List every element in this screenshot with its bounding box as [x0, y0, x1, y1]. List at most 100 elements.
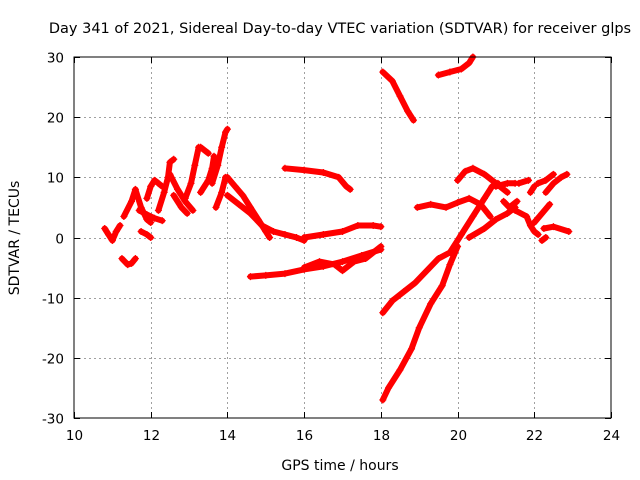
data-point: [120, 212, 128, 220]
data-point: [210, 152, 218, 160]
data-point: [454, 176, 462, 184]
data-point: [197, 188, 205, 196]
data-point: [197, 143, 205, 151]
x-tick-label: 10: [66, 428, 83, 444]
plot-frame: [73, 56, 612, 419]
series-line: [500, 198, 520, 211]
data-point: [513, 197, 521, 205]
data-point: [542, 188, 550, 196]
data-point: [124, 261, 132, 269]
data-point: [379, 309, 387, 317]
data-point: [377, 223, 385, 231]
data-point: [212, 203, 220, 211]
data-point: [335, 173, 343, 181]
x-tick-label: 20: [450, 428, 467, 444]
data-point: [409, 116, 417, 124]
data-point: [154, 206, 162, 214]
data-point: [469, 164, 477, 172]
data-point: [218, 188, 226, 196]
data-point: [480, 194, 488, 202]
series-arc-19: [300, 221, 385, 241]
data-point: [101, 224, 109, 232]
grid: [74, 57, 611, 418]
data-point: [137, 227, 145, 235]
data-point: [166, 170, 174, 178]
series-arc-30: [511, 206, 542, 238]
data-point: [542, 234, 550, 241]
data-point: [191, 161, 199, 169]
data-point: [530, 227, 538, 235]
data-point: [534, 230, 542, 238]
series-arc-07: [154, 155, 178, 214]
data-point: [319, 169, 327, 177]
data-point: [434, 71, 442, 79]
x-axis-label: GPS time / hours: [281, 458, 398, 474]
y-tick-label: -20: [42, 352, 64, 368]
series-arc-29: [500, 197, 521, 211]
data-point: [266, 234, 274, 241]
data-point: [526, 188, 534, 196]
data-point: [223, 125, 231, 133]
data-point: [385, 384, 393, 392]
data-point: [174, 185, 182, 193]
series-arc-24: [413, 194, 494, 220]
data-point: [214, 161, 222, 169]
series-arc-03: [120, 185, 155, 226]
data-point: [557, 173, 565, 181]
series-arc-34: [534, 170, 557, 187]
data-point: [465, 234, 473, 241]
data-point: [189, 206, 197, 214]
data-point: [415, 324, 423, 332]
data-point: [538, 209, 546, 217]
series-line: [379, 243, 461, 403]
data-point: [446, 68, 454, 76]
y-tick-label: 30: [47, 51, 64, 67]
series-arc-18: [281, 164, 354, 193]
data-point: [143, 194, 151, 202]
data-point: [388, 77, 396, 85]
data-point: [404, 107, 412, 115]
series-line: [282, 165, 354, 193]
data-point: [526, 221, 534, 229]
data-point: [465, 59, 473, 67]
data-point: [411, 279, 419, 287]
series-arc-06: [143, 176, 166, 202]
data-point: [147, 234, 155, 241]
data-point: [154, 179, 162, 187]
data-point: [549, 179, 557, 187]
series-arc-37: [538, 234, 550, 245]
data-point: [563, 170, 571, 178]
data-point: [331, 261, 339, 269]
y-axis-label: SDTVAR / TECUs: [7, 181, 23, 296]
series-arc-35: [542, 170, 571, 196]
data-point: [208, 179, 216, 187]
data-point: [480, 170, 488, 178]
data-point: [246, 273, 254, 281]
data-point: [492, 182, 500, 190]
data-point: [160, 188, 168, 196]
data-point: [396, 366, 404, 374]
series-arc-22: [379, 179, 502, 317]
data-point: [300, 264, 308, 272]
data-point: [388, 297, 396, 305]
series-arc-26: [454, 164, 511, 196]
data-point: [534, 179, 542, 187]
series-arc-23: [379, 243, 462, 404]
series-line: [166, 171, 196, 214]
data-point: [281, 230, 289, 238]
data-point: [262, 271, 270, 279]
series-arc-05: [137, 227, 155, 241]
data-point: [105, 230, 113, 238]
data-point: [147, 182, 155, 190]
data-point: [427, 300, 435, 308]
data-point: [339, 267, 346, 275]
x-axis-ticks: 10 12 14 16 18 20 22 24: [66, 57, 620, 444]
series-line: [197, 144, 212, 157]
data-point: [235, 200, 243, 208]
data-point: [480, 224, 488, 232]
data-point: [143, 230, 151, 238]
y-tick-label: 10: [47, 171, 64, 187]
data-point: [281, 270, 289, 278]
data-point: [204, 149, 212, 157]
